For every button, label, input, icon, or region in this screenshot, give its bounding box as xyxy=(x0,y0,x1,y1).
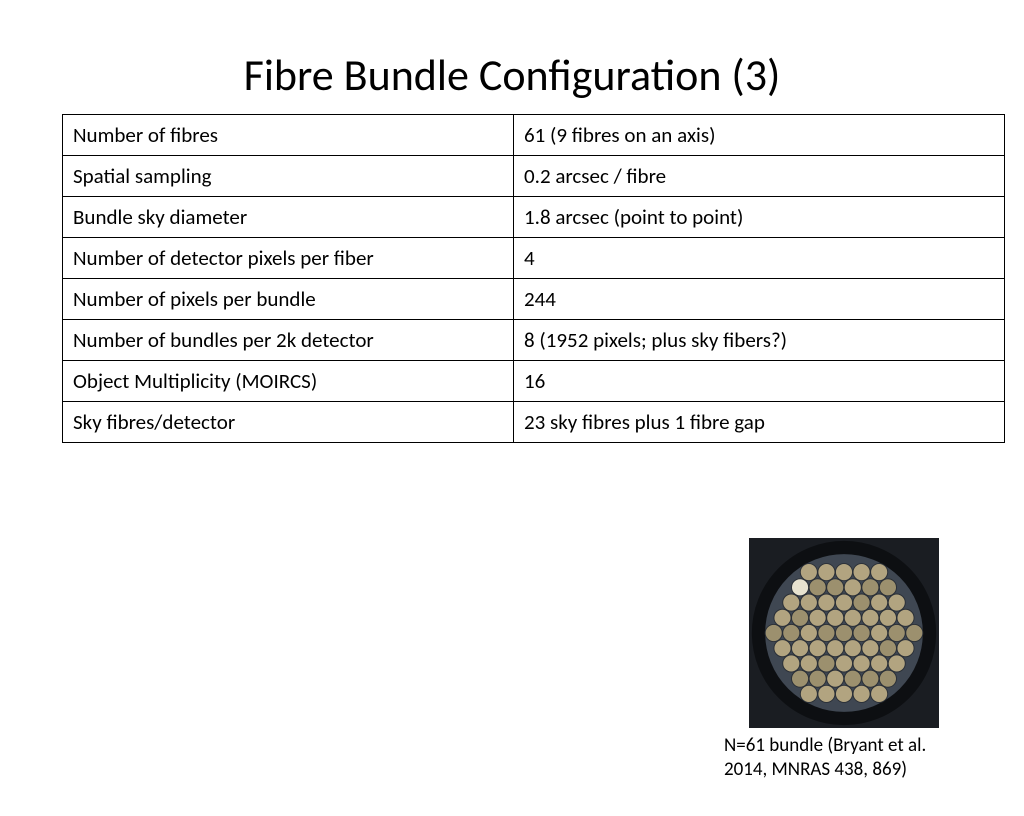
fibre-circle xyxy=(835,685,852,702)
fibre-circle xyxy=(871,685,888,702)
fibre-circle xyxy=(809,670,826,687)
fibre-circle xyxy=(783,624,800,641)
fibre-circle xyxy=(800,564,817,581)
fibre-circle xyxy=(862,670,879,687)
table-cell-value: 61 (9 fibres on an axis) xyxy=(514,115,1005,156)
table-cell-label: Number of fibres xyxy=(63,115,514,156)
fibre-circle xyxy=(783,655,800,672)
bundle-diagram xyxy=(749,538,939,728)
fibre-circle xyxy=(853,624,870,641)
fibre-circle xyxy=(853,685,870,702)
table-row: Spatial sampling0.2 arcsec / fibre xyxy=(63,156,1005,197)
figure-caption: N=61 bundle (Bryant et al. 2014, MNRAS 4… xyxy=(724,734,964,782)
bundle-figure: N=61 bundle (Bryant et al. 2014, MNRAS 4… xyxy=(724,538,964,782)
fibre-circle xyxy=(765,624,782,641)
config-table: Number of fibres61 (9 fibres on an axis)… xyxy=(62,114,1005,443)
fibre-circle xyxy=(879,579,896,596)
fibre-circle xyxy=(853,655,870,672)
table-cell-label: Object Multiplicity (MOIRCS) xyxy=(63,361,514,402)
table-cell-label: Number of detector pixels per fiber xyxy=(63,238,514,279)
fibre-circle xyxy=(835,594,852,611)
fibre-circle xyxy=(792,640,809,657)
fibre-circle xyxy=(897,609,914,626)
fibre-circle xyxy=(897,640,914,657)
fibre-circle xyxy=(879,609,896,626)
table-cell-value: 8 (1952 pixels; plus sky fibers?) xyxy=(514,320,1005,361)
table-cell-label: Bundle sky diameter xyxy=(63,197,514,238)
fibre-circle xyxy=(809,579,826,596)
fibre-circle xyxy=(879,640,896,657)
fibre-circle xyxy=(844,579,861,596)
fibre-circle xyxy=(809,609,826,626)
fibre-circle xyxy=(906,624,923,641)
fibre-circle xyxy=(827,609,844,626)
fibre-circle xyxy=(844,609,861,626)
fibre-circle xyxy=(862,609,879,626)
config-table-body: Number of fibres61 (9 fibres on an axis)… xyxy=(63,115,1005,443)
fibre-circle xyxy=(871,624,888,641)
fibre-circle xyxy=(809,640,826,657)
fibre-circle xyxy=(844,670,861,687)
fibre-circle xyxy=(818,655,835,672)
fibre-circle xyxy=(879,670,896,687)
fibre-circle xyxy=(871,564,888,581)
table-row: Sky fibres/detector23 sky fibres plus 1 … xyxy=(63,402,1005,443)
fibre-circle xyxy=(827,640,844,657)
fibre-circle xyxy=(862,640,879,657)
table-row: Number of detector pixels per fiber4 xyxy=(63,238,1005,279)
fibre-circle xyxy=(853,594,870,611)
fibre-circle xyxy=(835,564,852,581)
fibre-circle xyxy=(835,655,852,672)
fibre-circle xyxy=(818,685,835,702)
fibre-circle xyxy=(792,579,809,596)
fibre-circle xyxy=(888,655,905,672)
fibre-circle xyxy=(888,594,905,611)
fibre-circle xyxy=(853,564,870,581)
fibre-circle xyxy=(871,655,888,672)
fibre-circle xyxy=(818,564,835,581)
table-cell-value: 244 xyxy=(514,279,1005,320)
table-cell-value: 0.2 arcsec / fibre xyxy=(514,156,1005,197)
page-title: Fibre Bundle Configuration (3) xyxy=(0,48,1024,102)
table-cell-label: Number of pixels per bundle xyxy=(63,279,514,320)
table-cell-label: Spatial sampling xyxy=(63,156,514,197)
table-cell-value: 23 sky fibres plus 1 fibre gap xyxy=(514,402,1005,443)
table-row: Bundle sky diameter1.8 arcsec (point to … xyxy=(63,197,1005,238)
fibre-circle xyxy=(800,655,817,672)
fibre-circle xyxy=(827,579,844,596)
fibre-circle xyxy=(774,640,791,657)
fibre-circle xyxy=(844,640,861,657)
fibre-circle xyxy=(800,685,817,702)
table-cell-label: Number of bundles per 2k detector xyxy=(63,320,514,361)
table-row: Number of bundles per 2k detector8 (1952… xyxy=(63,320,1005,361)
fibre-circle xyxy=(774,609,791,626)
table-row: Object Multiplicity (MOIRCS)16 xyxy=(63,361,1005,402)
fibre-circle xyxy=(800,594,817,611)
fibre-circle xyxy=(818,624,835,641)
fibre-circle xyxy=(800,624,817,641)
fibre-circle xyxy=(835,624,852,641)
fibre-circle xyxy=(888,624,905,641)
table-cell-value: 4 xyxy=(514,238,1005,279)
table-cell-value: 16 xyxy=(514,361,1005,402)
fibre-circle xyxy=(827,670,844,687)
fibre-circle xyxy=(871,594,888,611)
fibre-circle xyxy=(862,579,879,596)
table-row: Number of fibres61 (9 fibres on an axis) xyxy=(63,115,1005,156)
table-cell-label: Sky fibres/detector xyxy=(63,402,514,443)
fibre-circle xyxy=(792,670,809,687)
fibre-circle xyxy=(783,594,800,611)
table-cell-value: 1.8 arcsec (point to point) xyxy=(514,197,1005,238)
fibre-circle xyxy=(792,609,809,626)
fibre-circle xyxy=(818,594,835,611)
table-row: Number of pixels per bundle244 xyxy=(63,279,1005,320)
